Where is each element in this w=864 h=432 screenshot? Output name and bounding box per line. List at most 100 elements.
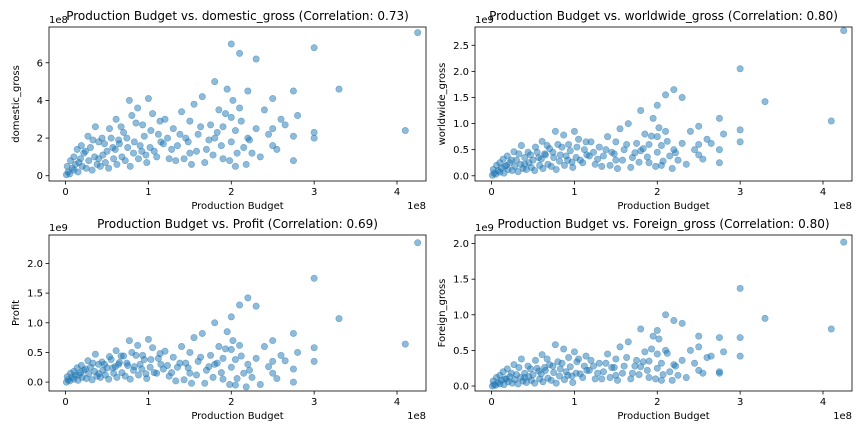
x-tick-label: 2 — [654, 397, 660, 408]
data-point — [130, 363, 138, 371]
data-point — [827, 117, 835, 125]
data-point — [95, 155, 103, 163]
data-point — [237, 352, 245, 360]
data-point — [674, 371, 682, 379]
data-point — [517, 142, 525, 150]
data-point — [126, 375, 134, 383]
data-point — [117, 123, 125, 131]
data-point — [109, 364, 117, 372]
data-point — [115, 136, 123, 144]
data-point — [150, 369, 158, 377]
data-point — [256, 153, 264, 161]
y-offset-label: 1e9 — [49, 223, 68, 234]
x-offset-label: 1e8 — [407, 201, 426, 212]
data-point — [662, 311, 670, 319]
data-point — [720, 130, 728, 138]
axes-frame — [48, 234, 427, 392]
y-tick-label: 1.5 — [453, 93, 469, 104]
data-point — [645, 373, 653, 381]
data-point — [169, 125, 177, 133]
data-point — [618, 369, 626, 377]
data-point — [219, 354, 227, 362]
data-point — [159, 140, 167, 148]
data-point — [91, 350, 99, 358]
data-point — [560, 131, 568, 139]
data-point — [599, 368, 607, 376]
data-point — [231, 127, 239, 135]
data-point — [252, 125, 260, 133]
data-point — [707, 139, 715, 147]
data-point — [128, 111, 136, 119]
data-point — [550, 368, 558, 376]
data-point — [699, 369, 707, 377]
data-point — [715, 159, 723, 167]
x-tick-label: 1 — [571, 397, 577, 408]
data-point — [156, 117, 164, 125]
data-point — [269, 125, 277, 133]
data-point — [573, 358, 581, 366]
data-point — [215, 343, 223, 351]
x-tick-label: 0 — [488, 397, 494, 408]
data-point — [142, 151, 150, 159]
data-point — [570, 127, 578, 135]
data-point — [213, 128, 221, 136]
data-point — [761, 98, 769, 106]
data-point — [88, 376, 96, 384]
data-point — [604, 350, 612, 358]
data-point — [172, 157, 180, 165]
data-point — [165, 155, 173, 163]
data-point — [101, 140, 109, 148]
data-point — [310, 357, 318, 365]
data-point — [198, 329, 206, 337]
data-point — [631, 362, 639, 370]
data-point — [657, 359, 665, 367]
scatter-points — [62, 239, 422, 391]
y-offset-label: 1e8 — [49, 15, 68, 26]
data-point — [612, 156, 620, 164]
data-point — [149, 344, 157, 352]
data-point — [645, 140, 653, 148]
subplot-2: 0 1 2 3 4 0.0 0.5 1.0 1.5 2.0 2.5 Production Budget… — [437, 9, 853, 212]
data-point — [662, 127, 670, 135]
data-point — [678, 319, 686, 327]
data-point — [678, 356, 686, 364]
data-point — [256, 380, 264, 388]
data-point — [125, 337, 133, 345]
data-point — [294, 111, 302, 119]
data-point — [527, 365, 535, 373]
data-point — [242, 160, 250, 168]
data-point — [616, 125, 624, 133]
data-point — [517, 355, 525, 363]
data-point — [552, 379, 560, 387]
data-point — [219, 375, 227, 383]
x-tick-label: 4 — [820, 187, 826, 198]
data-point — [132, 351, 140, 359]
data-point — [77, 142, 85, 150]
data-point — [205, 363, 213, 371]
y-tick-label: 2.0 — [453, 239, 469, 250]
data-point — [105, 125, 113, 133]
data-point — [227, 313, 235, 321]
data-point — [589, 148, 597, 156]
data-point — [273, 145, 281, 153]
data-point — [142, 370, 150, 378]
data-point — [695, 140, 703, 148]
x-axis-label: Production Budget — [191, 411, 283, 422]
y-offset-label: 1e9 — [475, 223, 494, 234]
data-point — [840, 238, 848, 246]
data-point — [628, 369, 636, 377]
data-point — [587, 356, 595, 364]
data-point — [244, 360, 252, 368]
x-axis-label: Production Budget — [617, 201, 709, 212]
data-point — [715, 114, 723, 122]
data-point — [618, 156, 626, 164]
data-point — [543, 355, 551, 363]
data-point — [248, 149, 256, 157]
data-point — [645, 357, 653, 365]
data-point — [147, 356, 155, 364]
data-point — [115, 360, 123, 368]
data-point — [595, 143, 603, 151]
data-point — [521, 160, 529, 168]
data-point — [244, 87, 252, 95]
data-point — [631, 149, 639, 157]
